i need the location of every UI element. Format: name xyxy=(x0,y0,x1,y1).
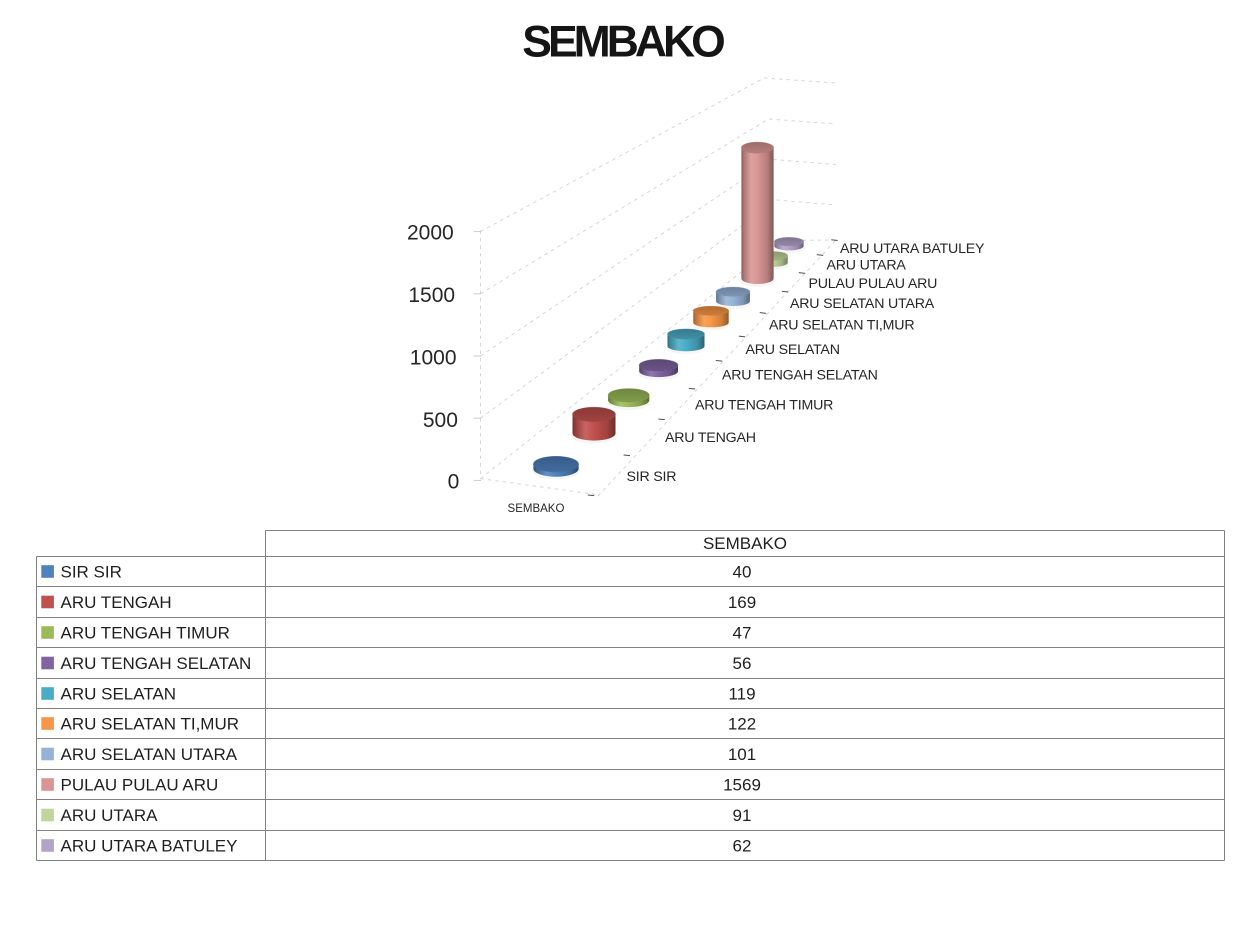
svg-text:ARU UTARA: ARU UTARA xyxy=(61,806,159,825)
svg-text:ARU TENGAH SELATAN: ARU TENGAH SELATAN xyxy=(722,368,878,384)
svg-text:ARU TENGAH SELATAN: ARU TENGAH SELATAN xyxy=(61,654,252,673)
svg-text:ARU SELATAN UTARA: ARU SELATAN UTARA xyxy=(61,745,238,764)
svg-text:ARU SELATAN TI,MUR: ARU SELATAN TI,MUR xyxy=(61,715,240,734)
svg-text:ARU SELATAN TI,MUR: ARU SELATAN TI,MUR xyxy=(769,318,914,334)
svg-text:500: 500 xyxy=(423,409,458,432)
svg-text:SEMBAKO: SEMBAKO xyxy=(703,534,787,553)
svg-text:2000: 2000 xyxy=(407,221,454,244)
svg-text:ARU UTARA BATULEY: ARU UTARA BATULEY xyxy=(840,241,985,257)
svg-text:1500: 1500 xyxy=(408,284,455,307)
svg-text:1569: 1569 xyxy=(723,776,761,795)
svg-text:169: 169 xyxy=(728,593,756,612)
svg-text:ARU TENGAH TIMUR: ARU TENGAH TIMUR xyxy=(695,398,833,414)
svg-text:91: 91 xyxy=(733,806,752,825)
svg-text:SIR SIR: SIR SIR xyxy=(627,469,677,485)
svg-text:56: 56 xyxy=(733,654,752,673)
svg-text:ARU TENGAH: ARU TENGAH xyxy=(665,430,756,446)
svg-text:47: 47 xyxy=(733,624,752,643)
svg-text:SIR SIR: SIR SIR xyxy=(61,563,122,582)
svg-text:62: 62 xyxy=(733,837,752,856)
svg-text:ARU SELATAN: ARU SELATAN xyxy=(746,342,840,358)
svg-text:ARU SELATAN UTARA: ARU SELATAN UTARA xyxy=(790,296,935,312)
svg-text:SEMBAKO: SEMBAKO xyxy=(522,18,724,67)
svg-text:PULAU PULAU ARU: PULAU PULAU ARU xyxy=(61,776,219,795)
svg-text:SEMBAKO: SEMBAKO xyxy=(508,503,565,515)
svg-text:ARU TENGAH: ARU TENGAH xyxy=(61,593,172,612)
svg-text:122: 122 xyxy=(728,715,756,734)
svg-text:101: 101 xyxy=(728,745,756,764)
svg-text:40: 40 xyxy=(733,563,752,582)
svg-text:ARU SELATAN: ARU SELATAN xyxy=(61,685,177,704)
svg-text:1000: 1000 xyxy=(410,347,457,370)
svg-text:ARU TENGAH TIMUR: ARU TENGAH TIMUR xyxy=(61,624,230,643)
svg-text:119: 119 xyxy=(728,685,755,704)
svg-text:PULAU PULAU ARU: PULAU PULAU ARU xyxy=(809,276,938,292)
svg-text:0: 0 xyxy=(448,471,460,494)
svg-text:ARU UTARA BATULEY: ARU UTARA BATULEY xyxy=(61,837,238,856)
svg-text:ARU UTARA: ARU UTARA xyxy=(827,258,907,274)
